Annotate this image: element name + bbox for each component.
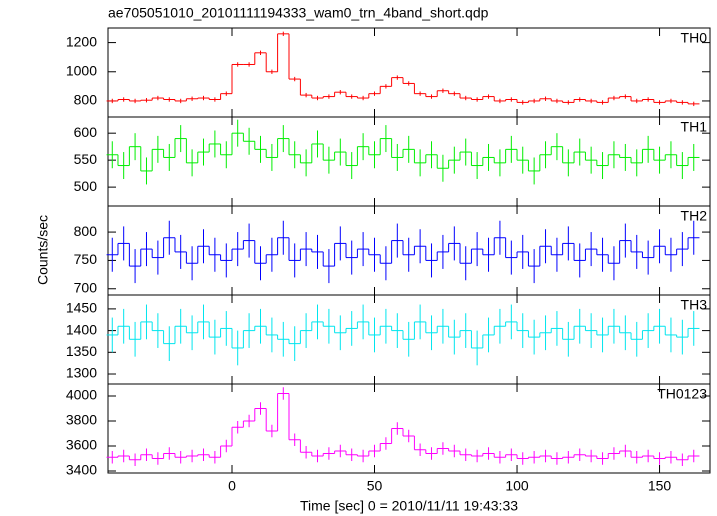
y-tick-label: 3800 <box>66 412 97 428</box>
y-tick-label: 1300 <box>66 365 97 381</box>
chart-title: ae705051010_20101111194333_wam0_trn_4ban… <box>108 5 489 21</box>
y-tick-label: 700 <box>74 279 98 295</box>
y-tick-label: 3400 <box>66 462 97 478</box>
panel-label: TH0 <box>681 30 708 46</box>
panel-label: TH2 <box>681 208 708 224</box>
panel-label: TH3 <box>681 297 708 313</box>
y-tick-label: 1400 <box>66 321 97 337</box>
y-tick-label: 750 <box>74 251 98 267</box>
y-tick-label: 800 <box>74 92 98 108</box>
y-tick-label: 500 <box>74 178 98 194</box>
y-tick-label: 600 <box>74 124 98 140</box>
y-tick-label: 1000 <box>66 62 97 78</box>
y-tick-label: 800 <box>74 223 98 239</box>
y-tick-label: 1350 <box>66 343 97 359</box>
y-tick-label: 550 <box>74 151 98 167</box>
y-tick-label: 1200 <box>66 33 97 49</box>
x-tick-label: 0 <box>228 478 236 494</box>
panel-label: TH1 <box>681 119 708 135</box>
panel-label: TH0123 <box>657 386 707 402</box>
panel-frame <box>107 383 711 474</box>
x-tick-label: 150 <box>648 478 672 494</box>
y-axis-label: Counts/sec <box>35 215 51 285</box>
y-tick-label: 3600 <box>66 437 97 453</box>
x-tick-label: 100 <box>505 478 529 494</box>
y-tick-label: 1450 <box>66 300 97 316</box>
panel-frame <box>107 27 711 118</box>
x-tick-label: 50 <box>367 478 383 494</box>
y-tick-label: 4000 <box>66 387 97 403</box>
x-axis-label: Time [sec] 0 = 2010/11/11 19:43:33 <box>300 498 518 514</box>
